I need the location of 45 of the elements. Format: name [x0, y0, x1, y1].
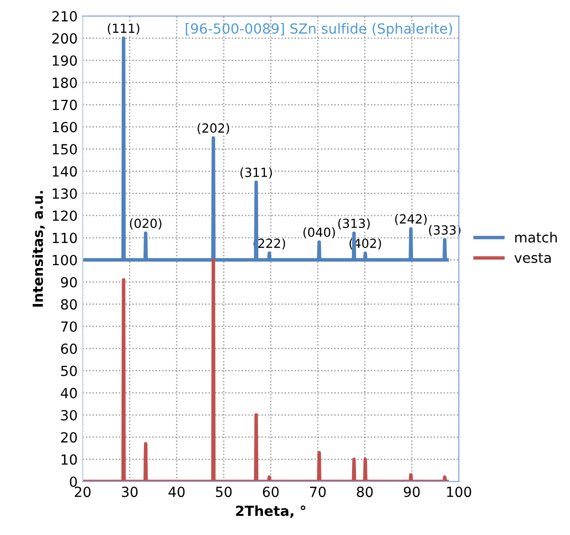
line-series — [82, 258, 449, 482]
annotation: (311) — [240, 167, 272, 179]
legend-label: vesta — [514, 253, 551, 263]
y-tick-label: 170 — [52, 100, 77, 110]
y-axis-title: Intensitas, a.u. — [32, 191, 45, 307]
y-tick-label: 120 — [52, 210, 77, 222]
x-tick-label: 70 — [310, 486, 326, 498]
y-tick-label: 110 — [52, 232, 77, 244]
x-tick-label: 20 — [74, 486, 91, 498]
y-tick-label: 180 — [52, 78, 77, 88]
y-tick-label: 50 — [61, 366, 77, 376]
y-tick-label: 30 — [61, 410, 77, 420]
y-tick-label: 210 — [52, 11, 77, 22]
x-tick-label: 30 — [122, 486, 138, 498]
annotation: (020) — [130, 218, 162, 230]
x-tick-label: 40 — [168, 486, 185, 498]
annotation: (111) — [108, 23, 140, 34]
y-tick-label: 150 — [52, 144, 77, 155]
y-tick-label: 40 — [60, 388, 77, 398]
y-tick-label: 20 — [61, 432, 77, 443]
y-tick-label: 80 — [61, 299, 77, 310]
annotation: (202) — [198, 123, 230, 134]
x-tick-label: 90 — [404, 486, 420, 498]
y-tick-label: 0 — [70, 476, 77, 487]
x-tick-label: 50 — [216, 486, 232, 498]
y-tick-label: 60 — [61, 343, 77, 354]
x-tick-label: 80 — [356, 486, 373, 498]
annotation: (242) — [395, 214, 427, 226]
y-tick-label: 190 — [52, 55, 77, 66]
annotation: (040) — [303, 227, 335, 238]
y-tick-label: 200 — [52, 33, 77, 44]
y-tick-label: 90 — [60, 276, 77, 288]
y-tick-label: 10 — [62, 454, 77, 465]
x-axis-title: 2Theta, ° — [236, 505, 306, 518]
y-tick-label: 160 — [52, 122, 77, 132]
annotation: [96-500-0089] SZn sulfide (Sphalerite) — [186, 23, 452, 36]
legend-label: match — [515, 232, 557, 243]
annotation: (333) — [429, 225, 460, 236]
y-tick-label: 70 — [61, 321, 77, 332]
y-tick-label: 100 — [52, 254, 77, 266]
y-tick-label: 140 — [52, 166, 77, 177]
annotation: (313) — [338, 218, 370, 230]
y-tick-label: 130 — [52, 188, 77, 199]
x-tick-label: 60 — [262, 486, 279, 498]
x-tick-label: 100 — [447, 486, 472, 498]
